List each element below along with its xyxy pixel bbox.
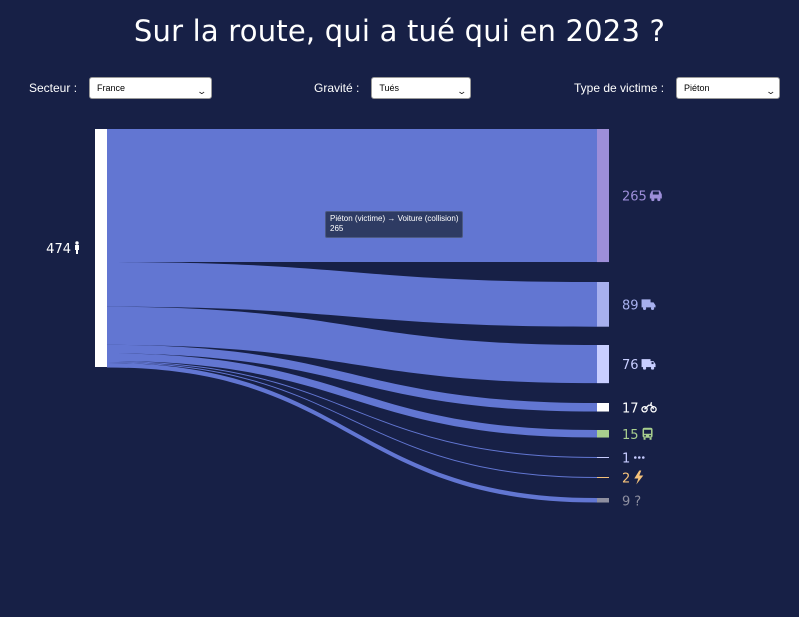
sector-select[interactable]: France ⌄ (89, 77, 213, 99)
severity-value: Tués (379, 83, 400, 93)
target-value-label: 89 (622, 298, 639, 313)
sankey-link (107, 353, 597, 438)
sankey-links (107, 129, 597, 503)
van-icon (641, 299, 656, 310)
target-label: 265 (622, 190, 662, 205)
severity-filter: Gravité : Tués ⌄ (314, 77, 472, 99)
target-node (597, 477, 609, 479)
sankey-nodes (95, 129, 609, 503)
bus-icon (642, 427, 653, 440)
sankey-link (107, 129, 597, 263)
other-dots-icon (633, 456, 645, 459)
target-label: 89 (622, 298, 656, 313)
target-node (597, 430, 609, 438)
chevron-down-icon: ⌄ (456, 86, 467, 96)
sankey-link (107, 362, 597, 503)
sankey-link (107, 360, 597, 458)
sector-label: Secteur : (29, 81, 78, 95)
sankey-link (107, 344, 597, 412)
car-icon (649, 190, 662, 202)
sankey-link (107, 306, 597, 384)
target-label: 15 (622, 427, 653, 443)
target-value-label: 2 (622, 472, 630, 487)
lightning-icon (634, 470, 644, 485)
motorcycle-icon (641, 402, 657, 413)
target-value-label: 17 (622, 401, 639, 416)
target-value-label: 265 (622, 190, 647, 205)
target-label: 1 (622, 452, 645, 467)
source-node (95, 129, 107, 367)
target-node (597, 282, 609, 327)
target-label: 17 (622, 401, 657, 416)
target-node (597, 345, 609, 384)
target-node (597, 129, 609, 263)
target-value-label: 9 (622, 494, 630, 509)
target-label: 9? (622, 494, 641, 509)
truck-icon (641, 359, 656, 370)
target-value-label: 15 (622, 428, 639, 443)
tooltip-value: 265 (330, 224, 344, 233)
target-node (597, 498, 609, 503)
pedestrian-icon (75, 241, 79, 254)
target-label: 76 (622, 358, 656, 373)
severity-select[interactable]: Tués ⌄ (371, 77, 472, 99)
victim-type-select[interactable]: Piéton ⌄ (676, 77, 781, 99)
chevron-down-icon: ⌄ (196, 86, 208, 96)
unknown-icon: ? (634, 494, 641, 509)
target-node (597, 457, 609, 458)
sankey-link (107, 262, 597, 327)
sankey-labels: 265 89 76 17 15 1 2 9 ? 474 (46, 190, 662, 509)
page-title: Sur la route, qui a tué qui en 2023 ? (133, 14, 666, 48)
target-label: 2 (622, 470, 644, 487)
target-value-label: 1 (622, 452, 630, 467)
tooltip-link-label: Piéton (victime) → Voiture (collision) (330, 214, 459, 223)
target-node (597, 403, 609, 412)
target-value-label: 76 (622, 358, 639, 373)
victim-type-value: Piéton (684, 83, 710, 93)
victim-type-label: Type de victime : (574, 81, 665, 95)
chevron-down-icon: ⌄ (764, 86, 776, 96)
source-value-label: 474 (46, 242, 71, 257)
sankey-link (107, 361, 597, 479)
chart-tooltip: Piéton (victime) → Voiture (collision) 2… (325, 211, 464, 238)
svg-text:?: ? (634, 494, 641, 509)
victim-type-filter: Type de victime : Piéton ⌄ (574, 77, 781, 99)
sector-value: France (97, 83, 126, 93)
sector-filter: Secteur : France ⌄ (29, 77, 213, 99)
severity-label: Gravité : (314, 81, 360, 95)
